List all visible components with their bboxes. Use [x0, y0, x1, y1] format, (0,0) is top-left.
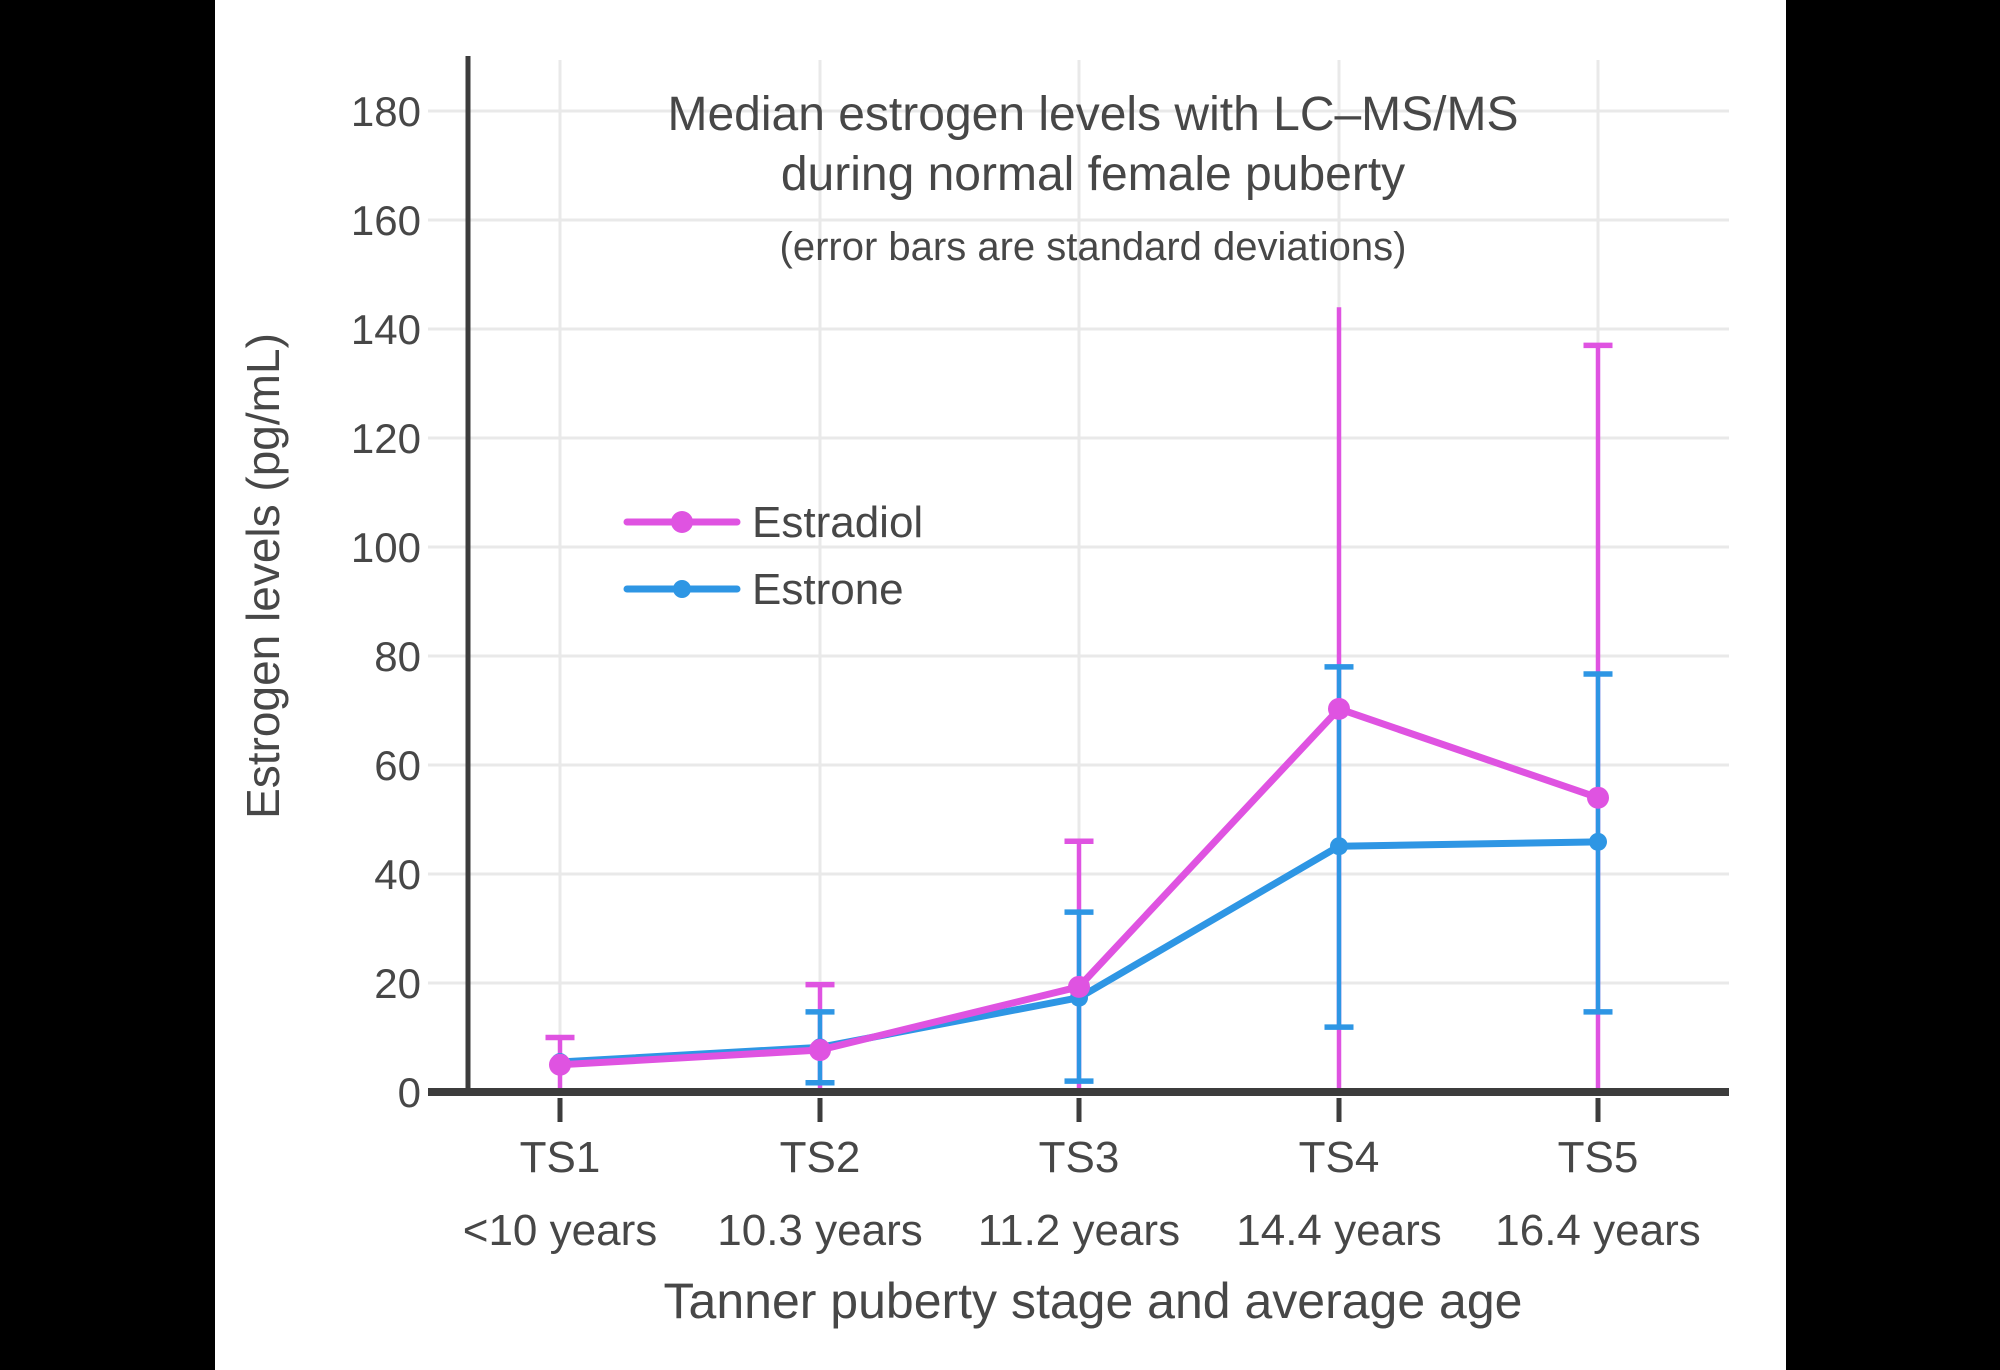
legend-label: Estrone	[752, 565, 904, 614]
y-tick-label: 180	[351, 88, 421, 135]
chart-svg: 0 20 40 60 80 100 120 140 160 180 TS1 <10 years TS2 1…	[237, 56, 1729, 1329]
chart-title-line1: Median estrogen levels with LC–MS/MS	[667, 88, 1518, 141]
x-tick-label-age: <10 years	[463, 1206, 657, 1255]
legend-swatch-marker	[673, 580, 691, 598]
y-tick-label: 0	[398, 1069, 421, 1116]
y-axis-title: Estrogen levels (pg/mL)	[237, 333, 289, 819]
x-tick-label-stage: TS1	[520, 1133, 601, 1182]
marker-estrone	[1330, 837, 1348, 856]
marker-estradiol	[1587, 786, 1609, 809]
letterbox-right	[1786, 0, 2000, 1370]
x-tick-label-stage: TS2	[780, 1133, 861, 1182]
marker-estradiol	[1068, 975, 1090, 998]
legend-label: Estradiol	[752, 498, 923, 547]
y-tick-label: 120	[351, 415, 421, 462]
y-tick-label: 140	[351, 306, 421, 353]
x-tick-label-stage: TS4	[1299, 1133, 1380, 1182]
y-tick-label: 160	[351, 197, 421, 244]
letterbox-left	[0, 0, 215, 1370]
marker-estradiol	[549, 1053, 571, 1076]
y-tick-label: 60	[374, 742, 421, 789]
chart-subtitle: (error bars are standard deviations)	[780, 225, 1407, 269]
marker-estradiol	[809, 1039, 831, 1062]
x-tick-label-age: 14.4 years	[1236, 1206, 1441, 1255]
x-tick-label-age: 16.4 years	[1495, 1206, 1700, 1255]
x-axis-title: Tanner puberty stage and average age	[664, 1273, 1523, 1329]
y-tick-label: 80	[374, 633, 421, 680]
marker-estradiol	[1328, 697, 1350, 720]
figure-panel: 0 20 40 60 80 100 120 140 160 180 TS1 <10 years TS2 1…	[215, 0, 1786, 1370]
x-tick-label-age: 11.2 years	[978, 1206, 1180, 1255]
legend-swatch-marker	[671, 511, 693, 533]
chart-title-line2: during normal female puberty	[781, 148, 1405, 201]
y-tick-label: 20	[374, 960, 421, 1007]
marker-estrone	[1589, 832, 1607, 851]
x-tick-label-stage: TS5	[1558, 1133, 1639, 1182]
x-tick-label-age: 10.3 years	[717, 1206, 922, 1255]
y-tick-label: 40	[374, 851, 421, 898]
x-tick-label-stage: TS3	[1039, 1133, 1120, 1182]
y-tick-label: 100	[351, 524, 421, 571]
